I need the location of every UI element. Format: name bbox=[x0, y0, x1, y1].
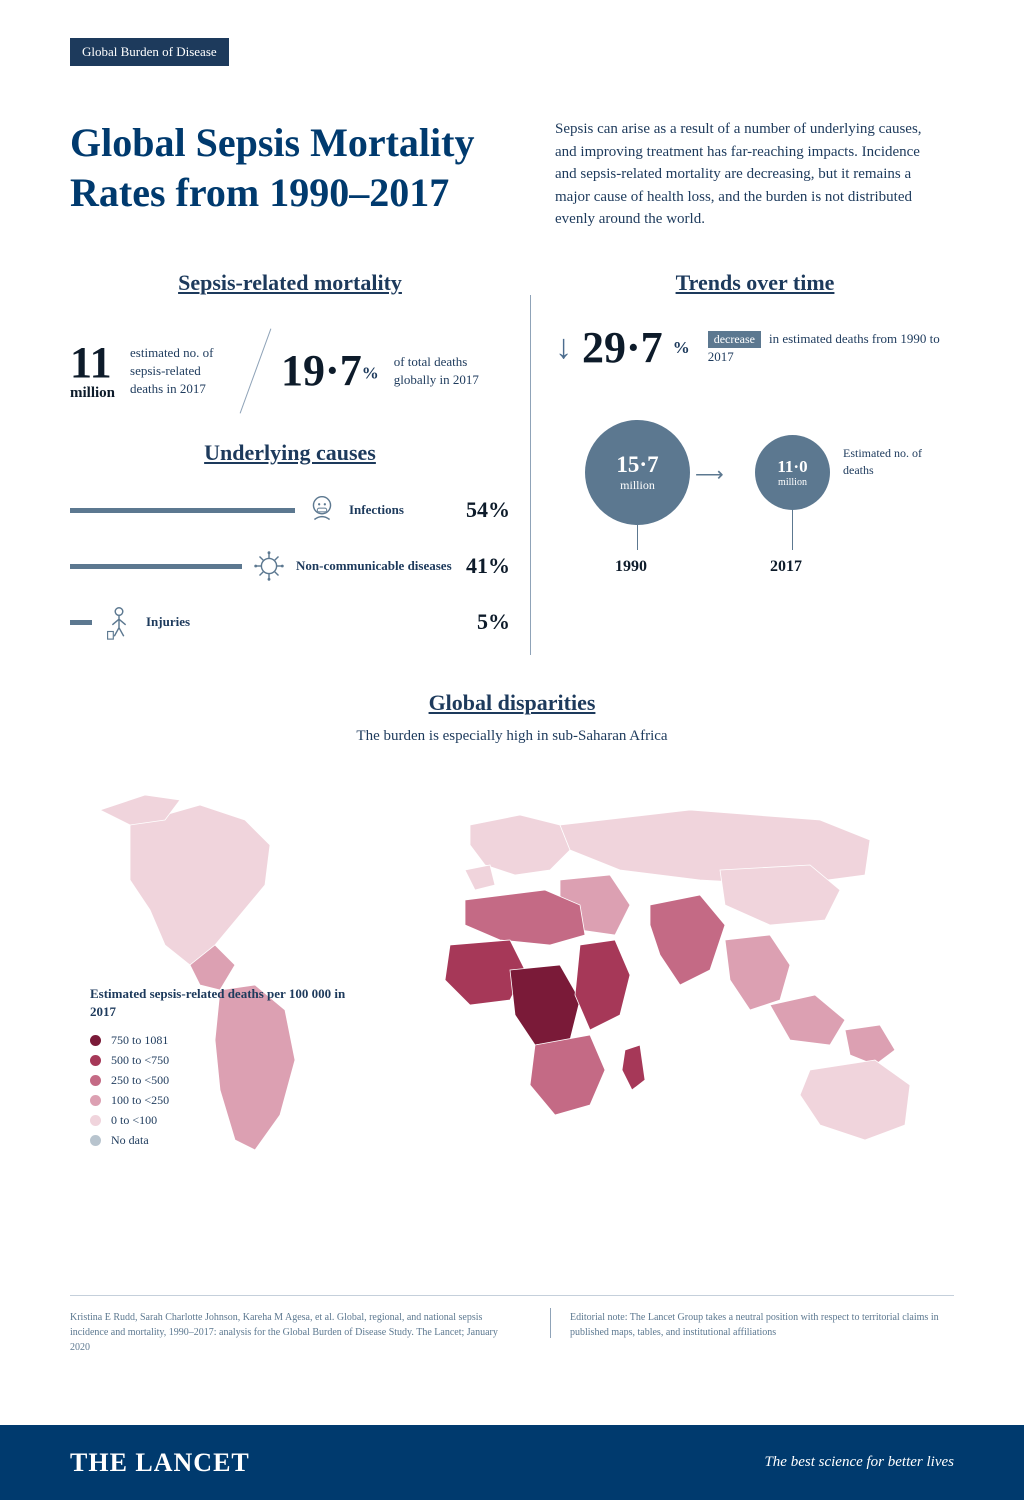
footer: THE LANCET The best science for better l… bbox=[0, 1425, 1024, 1500]
title: Global Sepsis Mortality Rates from 1990–… bbox=[70, 118, 520, 218]
circles-label: Estimated no. of deaths bbox=[843, 445, 923, 479]
mortality-section: Sepsis-related mortality 11 million esti… bbox=[70, 270, 510, 416]
map-region bbox=[845, 1025, 895, 1065]
legend-label: No data bbox=[111, 1133, 149, 1148]
map-region bbox=[530, 1035, 605, 1115]
deaths-label: estimated no. of sepsis-related deaths i… bbox=[130, 344, 230, 399]
circle-1990: 15·7 million bbox=[585, 420, 690, 525]
arrow-right-icon: ⟶ bbox=[695, 462, 724, 487]
cause-name: Non-communicable diseases bbox=[296, 558, 455, 574]
cause-bar bbox=[70, 620, 92, 625]
map-region bbox=[560, 810, 870, 885]
causes-heading: Underlying causes bbox=[70, 440, 510, 466]
citation: Kristina E Rudd, Sarah Charlotte Johnson… bbox=[70, 1310, 520, 1355]
cause-bar bbox=[70, 508, 295, 513]
map-region bbox=[575, 940, 630, 1030]
legend-label: 750 to 1081 bbox=[111, 1033, 168, 1048]
cause-icon bbox=[100, 603, 138, 641]
editorial-note: Editorial note: The Lancet Group takes a… bbox=[570, 1310, 950, 1340]
disparities-heading: Global disparities bbox=[0, 690, 1024, 716]
tagline: The best science for better lives bbox=[764, 1454, 954, 1471]
mortality-heading: Sepsis-related mortality bbox=[70, 270, 510, 296]
map-region bbox=[465, 865, 495, 890]
map-region bbox=[510, 965, 580, 1045]
year-1990: 1990 bbox=[615, 558, 647, 576]
cause-bar bbox=[70, 564, 242, 569]
trends-heading: Trends over time bbox=[555, 270, 955, 296]
cause-row: Non-communicable diseases41% bbox=[70, 547, 510, 585]
legend-dot bbox=[90, 1055, 101, 1066]
cause-name: Infections bbox=[349, 502, 455, 518]
footer-rule bbox=[70, 1295, 954, 1296]
disparities-section: Global disparities The burden is especia… bbox=[0, 690, 1024, 745]
deaths-value: 11 bbox=[70, 341, 115, 385]
cause-pct: 54% bbox=[455, 497, 510, 523]
legend-item: 250 to <500 bbox=[90, 1073, 350, 1088]
map-region bbox=[130, 805, 270, 965]
legend-item: 500 to <750 bbox=[90, 1053, 350, 1068]
map-region bbox=[650, 895, 725, 985]
legend-item: No data bbox=[90, 1133, 350, 1148]
pct-label: of total deaths globally in 2017 bbox=[394, 353, 489, 389]
cause-name: Injuries bbox=[146, 614, 455, 630]
map-region bbox=[770, 995, 845, 1045]
legend-label: 250 to <500 bbox=[111, 1073, 169, 1088]
decrease-value: 29·7 bbox=[582, 326, 663, 370]
decrease-unit: % bbox=[673, 338, 690, 358]
legend-dot bbox=[90, 1035, 101, 1046]
legend-title: Estimated sepsis-related deaths per 100 … bbox=[90, 985, 350, 1021]
cause-icon bbox=[250, 547, 288, 585]
map-legend: Estimated sepsis-related deaths per 100 … bbox=[90, 985, 350, 1153]
year-2017: 2017 bbox=[770, 558, 802, 576]
legend-dot bbox=[90, 1095, 101, 1106]
legend-label: 0 to <100 bbox=[111, 1113, 157, 1128]
cause-icon bbox=[303, 491, 341, 529]
citation-divider bbox=[550, 1308, 551, 1338]
trends-section: Trends over time ↓ 29·7% decrease in est… bbox=[555, 270, 955, 600]
legend-dot bbox=[90, 1115, 101, 1126]
legend-item: 750 to 1081 bbox=[90, 1033, 350, 1048]
causes-section: Underlying causes Infections54% Non-commu… bbox=[70, 440, 510, 659]
pct-unit: % bbox=[362, 364, 379, 383]
cause-pct: 5% bbox=[455, 609, 510, 635]
circles-chart: 15·7 million ⟶ 11·0 million Estimated no… bbox=[555, 420, 955, 600]
intro-text: Sepsis can arise as a result of a number… bbox=[555, 118, 940, 231]
header-tag: Global Burden of Disease bbox=[70, 38, 229, 66]
divider-slash bbox=[240, 329, 272, 414]
legend-label: 500 to <750 bbox=[111, 1053, 169, 1068]
vertical-divider bbox=[530, 295, 531, 655]
decrease-box: decrease bbox=[708, 331, 761, 348]
circle-2017: 11·0 million bbox=[755, 435, 830, 510]
map-region bbox=[800, 1060, 910, 1140]
legend-label: 100 to <250 bbox=[111, 1093, 169, 1108]
deaths-unit: million bbox=[70, 385, 115, 402]
legend-item: 100 to <250 bbox=[90, 1093, 350, 1108]
map-region bbox=[622, 1045, 645, 1090]
cause-row: Injuries5% bbox=[70, 603, 510, 641]
arrow-down-icon: ↓ bbox=[555, 329, 572, 367]
legend-item: 0 to <100 bbox=[90, 1113, 350, 1128]
cause-row: Infections54% bbox=[70, 491, 510, 529]
legend-dot bbox=[90, 1075, 101, 1086]
brand: THE LANCET bbox=[70, 1448, 250, 1478]
map-region bbox=[725, 935, 790, 1010]
legend-dot bbox=[90, 1135, 101, 1146]
cause-pct: 41% bbox=[455, 553, 510, 579]
pct-value: 19·7 bbox=[281, 346, 362, 395]
disparities-subtitle: The burden is especially high in sub-Sah… bbox=[0, 728, 1024, 745]
